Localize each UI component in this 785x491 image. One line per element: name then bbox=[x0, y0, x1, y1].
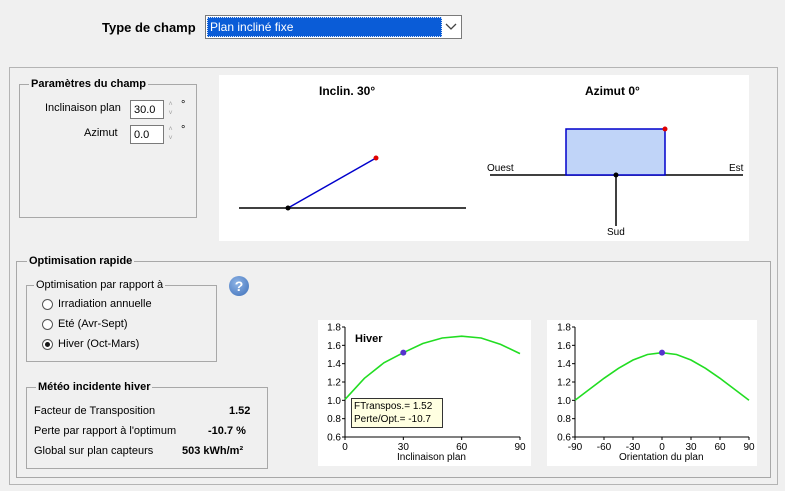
tilt-chart-title: Hiver bbox=[355, 333, 383, 345]
x-tick-label: -60 bbox=[597, 442, 612, 453]
y-tick-label: 1.2 bbox=[557, 378, 571, 389]
tooltip-loss: Perte/Opt.= -10.7 bbox=[354, 414, 431, 425]
tilt-input[interactable] bbox=[130, 100, 164, 119]
tilt-diagram-title: Inclin. 30° bbox=[319, 84, 376, 98]
optimization-group bbox=[16, 261, 771, 478]
x-tick-label: 60 bbox=[714, 442, 726, 453]
chevron-down-icon[interactable] bbox=[441, 16, 461, 38]
y-tick-label: 1.4 bbox=[557, 359, 571, 370]
x-tick-label: 30 bbox=[685, 442, 697, 453]
tilt-unit: ° bbox=[181, 99, 186, 111]
loss-label: Perte par rapport à l'optimum bbox=[34, 425, 177, 437]
optimization-group-title: Optimisation rapide bbox=[27, 255, 135, 268]
y-tick-label: 1.6 bbox=[327, 341, 341, 352]
azimuth-diagram-title: Azimut 0° bbox=[585, 84, 640, 98]
west-label: Ouest bbox=[487, 163, 514, 174]
params-group-title: Paramètres du champ bbox=[29, 78, 148, 91]
y-tick-label: 1.2 bbox=[327, 378, 341, 389]
x-tick-label: -30 bbox=[626, 442, 641, 453]
x-tick-label: 60 bbox=[456, 442, 468, 453]
radio-summer-button[interactable] bbox=[42, 319, 53, 330]
tooltip-transposition: FTranspos.= 1.52 bbox=[354, 401, 433, 412]
tilt-chart-panel: 0.6 0.8 1.0 1.2 1.4 1.6 1.8 0 30 60 90 Hiver Incli… bbox=[318, 320, 531, 466]
field-type-selected-value: Plan incliné fixe bbox=[207, 17, 442, 37]
transposition-label: Facteur de Transposition bbox=[34, 405, 156, 417]
azimuth-spinner[interactable]: ˄ ˅ bbox=[168, 126, 173, 142]
orientation-drawing bbox=[239, 126, 743, 226]
orientation-chart-panel: 0.6 0.8 1.0 1.2 1.4 1.6 1.8 -90 -60 -30 0 30 60 90 Or… bbox=[547, 320, 757, 466]
radio-annual-label: Irradiation annuelle bbox=[58, 298, 152, 310]
current-point-marker bbox=[400, 349, 407, 356]
azimuth-input[interactable] bbox=[130, 125, 164, 144]
field-type-label: Type de champ bbox=[102, 20, 196, 35]
azimuth-unit: ° bbox=[181, 124, 186, 136]
global-value: 503 kWh/m² bbox=[182, 445, 244, 457]
orientation-diagram: Inclin. 30° Azimut 0° Ouest Est Sud bbox=[219, 75, 749, 241]
y-tick-label: 0.8 bbox=[327, 414, 341, 425]
radio-annual-button[interactable] bbox=[42, 299, 53, 310]
x-tick-label: 0 bbox=[342, 442, 348, 453]
x-tick-label: 30 bbox=[398, 442, 410, 453]
tilt-chart-xlabel: Inclinaison plan bbox=[397, 452, 466, 463]
tilt-chart-tooltip: FTranspos.= 1.52 Perte/Opt.= -10.7 bbox=[351, 398, 443, 428]
south-label: Sud bbox=[607, 227, 625, 238]
radio-summer-label: Eté (Avr-Sept) bbox=[58, 318, 128, 330]
orientation-chart-xlabel: Orientation du plan bbox=[619, 452, 704, 463]
radio-winter[interactable]: Hiver (Oct-Mars) bbox=[42, 338, 212, 352]
transposition-value: 1.52 bbox=[229, 405, 251, 417]
radio-annual[interactable]: Irradiation annuelle bbox=[42, 298, 212, 312]
y-tick-label: 1.8 bbox=[557, 323, 571, 334]
current-point-marker bbox=[659, 349, 665, 356]
x-tick-label: 90 bbox=[743, 442, 755, 453]
radio-winter-button[interactable] bbox=[42, 339, 53, 350]
help-icon[interactable]: ? bbox=[229, 276, 249, 296]
y-tick-label: 0.8 bbox=[557, 414, 571, 425]
tilt-chart: 0.6 0.8 1.0 1.2 1.4 1.6 1.8 0 30 60 90 bbox=[327, 323, 526, 454]
series-line bbox=[344, 335, 521, 400]
tilt-spinner[interactable]: ˄ ˅ bbox=[168, 101, 173, 117]
x-tick-label: 90 bbox=[514, 442, 526, 453]
y-tick-label: 0.6 bbox=[557, 433, 571, 444]
optimization-options-title: Optimisation par rapport à bbox=[34, 279, 166, 292]
main-frame bbox=[9, 67, 778, 485]
azimuth-label: Azimut bbox=[84, 127, 118, 139]
global-label: Global sur plan capteurs bbox=[34, 445, 154, 457]
x-tick-label: 0 bbox=[659, 442, 665, 453]
y-tick-label: 1.0 bbox=[327, 396, 341, 407]
x-tick-label: -90 bbox=[568, 442, 583, 453]
y-tick-label: 1.4 bbox=[327, 359, 341, 370]
east-label: Est bbox=[729, 163, 744, 174]
radio-winter-label: Hiver (Oct-Mars) bbox=[58, 338, 140, 350]
tilt-label: Inclinaison plan bbox=[45, 102, 121, 114]
y-tick-label: 1.0 bbox=[557, 396, 571, 407]
series-line bbox=[574, 351, 750, 401]
loss-value: -10.7 % bbox=[208, 425, 246, 437]
y-tick-label: 1.8 bbox=[327, 323, 341, 334]
field-type-select[interactable]: Plan incliné fixe bbox=[205, 15, 462, 39]
y-tick-label: 1.6 bbox=[557, 341, 571, 352]
y-tick-label: 0.6 bbox=[327, 433, 341, 444]
radio-summer[interactable]: Eté (Avr-Sept) bbox=[42, 318, 212, 332]
meteo-group-title: Météo incidente hiver bbox=[36, 381, 153, 394]
orientation-chart: 0.6 0.8 1.0 1.2 1.4 1.6 1.8 -90 -60 -30 0 30 60 90 bbox=[557, 323, 755, 454]
